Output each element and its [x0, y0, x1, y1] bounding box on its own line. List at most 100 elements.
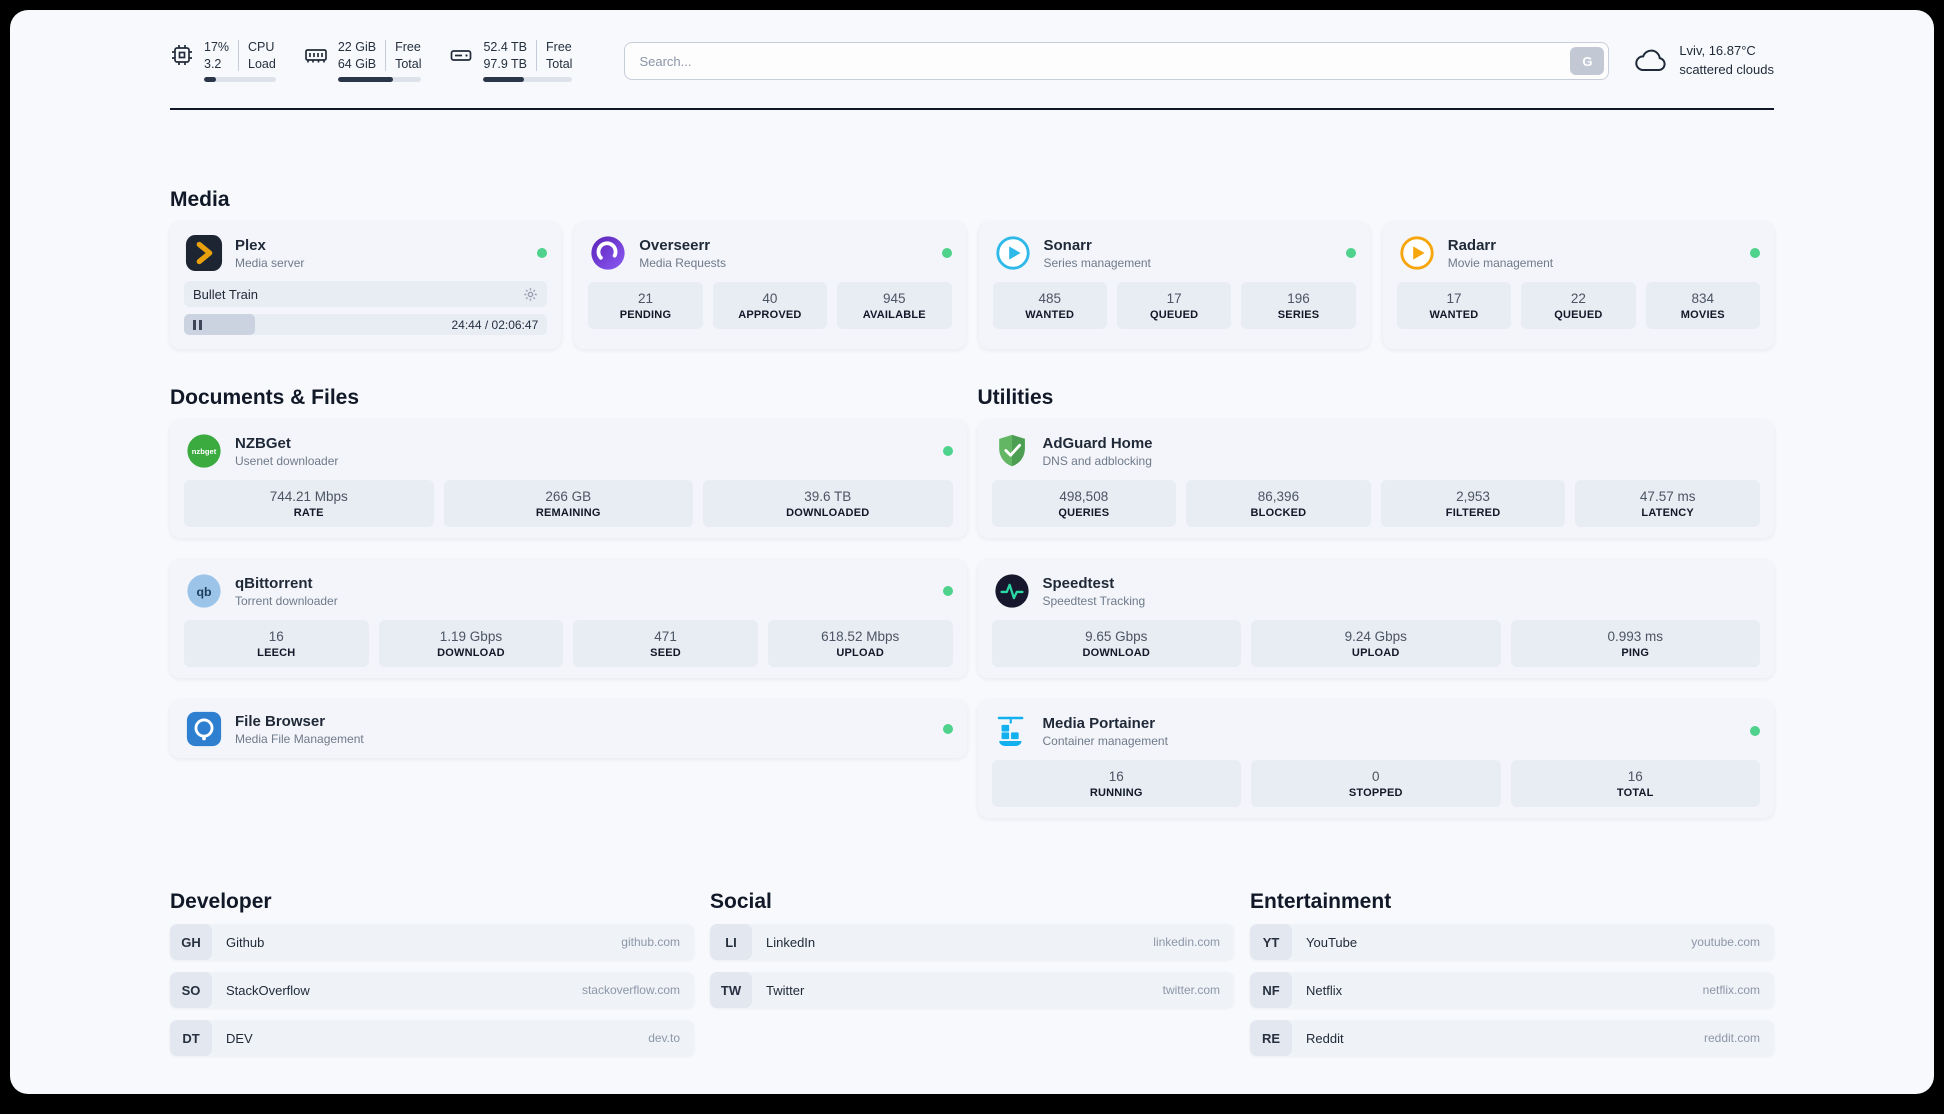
- stat-value: 16: [1108, 768, 1124, 784]
- sonarr-card[interactable]: Sonarr Series management 485 WANTED 17 Q…: [978, 222, 1370, 349]
- stat-value: 471: [654, 628, 677, 644]
- stat-value: 1.19 Gbps: [439, 628, 503, 644]
- stat-label: STOPPED: [1348, 786, 1403, 799]
- stat-tile: 40 APPROVED: [712, 282, 828, 329]
- documents-section: Documents & Files nzbget NZBGet Usenet d: [170, 386, 967, 758]
- bookmark-netflix[interactable]: NF Netflix netflix.com: [1250, 972, 1774, 1008]
- overseerr-card[interactable]: Overseerr Media Requests 21 PENDING 40 A…: [574, 222, 966, 349]
- weather-widget: Lviv, 16.87°C scattered clouds: [1633, 42, 1774, 80]
- app-subtitle: Movie management: [1447, 255, 1554, 270]
- cpu-chip-icon: [170, 43, 194, 67]
- stat-value: 9.24 Gbps: [1344, 628, 1407, 644]
- bookmark-name: StackOverflow: [226, 982, 310, 998]
- bookmark-abbr: RE: [1250, 1020, 1292, 1056]
- speedtest-card[interactable]: Speedtest Speedtest Tracking 9.65 Gbps D…: [977, 560, 1774, 678]
- pause-icon[interactable]: [193, 319, 202, 330]
- nzbget-card[interactable]: nzbget NZBGet Usenet downloader 744.21 M…: [170, 420, 967, 538]
- now-playing-row: Bullet Train: [184, 281, 548, 307]
- stat-label: LATENCY: [1641, 506, 1694, 519]
- bookmark-url: dev.to: [648, 1031, 680, 1045]
- bookmark-name: Reddit: [1306, 1030, 1344, 1046]
- bookmark-name: Twitter: [766, 982, 805, 998]
- developer-section-title: Developer: [170, 890, 272, 913]
- entertainment-section-title: Entertainment: [1250, 890, 1392, 913]
- bookmark-abbr: SO: [170, 972, 212, 1008]
- filebrowser-icon: [184, 709, 224, 749]
- bookmark-name: DEV: [226, 1030, 253, 1046]
- speedtest-icon: [992, 571, 1032, 611]
- cpu-load-value: 3.2: [204, 57, 222, 71]
- social-section-title: Social: [710, 890, 772, 913]
- bookmark-name: Github: [226, 934, 265, 950]
- search-engine-button[interactable]: G: [1570, 47, 1605, 75]
- stat-label: UPLOAD: [1351, 646, 1400, 659]
- weather-location: Lviv, 16.87°C: [1679, 43, 1756, 59]
- topbar-divider: [170, 108, 1774, 110]
- ram-free-label: Free: [395, 40, 421, 54]
- search-input[interactable]: [624, 42, 1610, 80]
- stat-tile: 39.6 TB DOWNLOADED: [703, 480, 953, 527]
- adguard-card[interactable]: AdGuard Home DNS and adblocking 498,508 …: [977, 420, 1774, 538]
- stat-tile: 47.57 ms LATENCY: [1575, 480, 1760, 527]
- status-dot: [942, 724, 953, 734]
- app-subtitle: Series management: [1043, 255, 1151, 270]
- stat-tile: 945 AVAILABLE: [837, 282, 952, 329]
- ram-usage-bar-fill: [337, 77, 394, 82]
- app-subtitle: Media File Management: [235, 731, 364, 746]
- bookmark-abbr: TW: [710, 972, 752, 1008]
- disk-free-value: 52.4 TB: [483, 40, 528, 54]
- gear-icon[interactable]: [523, 287, 538, 302]
- stat-value: 40: [762, 290, 778, 306]
- stat-tile: 744.21 Mbps RATE: [184, 480, 434, 527]
- bookmark-dev[interactable]: DT DEV dev.to: [170, 1020, 694, 1056]
- stat-tile: 0.993 ms PING: [1510, 620, 1760, 667]
- stat-label: SERIES: [1277, 308, 1320, 321]
- stat-label: WANTED: [1025, 308, 1075, 321]
- stat-value: 498,508: [1059, 488, 1109, 504]
- bookmark-youtube[interactable]: YT YouTube youtube.com: [1250, 924, 1774, 960]
- bookmark-abbr: LI: [710, 924, 752, 960]
- app-name: Overseerr: [639, 236, 711, 254]
- stat-value: 0.993 ms: [1607, 628, 1664, 644]
- disk-total-value: 97.9 TB: [483, 57, 528, 71]
- bookmark-name: LinkedIn: [766, 934, 816, 950]
- bookmark-github[interactable]: GH Github github.com: [170, 924, 694, 960]
- bookmark-stackoverflow[interactable]: SO StackOverflow stackoverflow.com: [170, 972, 694, 1008]
- stat-value: 17: [1166, 290, 1182, 306]
- stat-label: DOWNLOADED: [786, 506, 870, 519]
- stat-label: DOWNLOAD: [1082, 646, 1151, 659]
- stat-label: TOTAL: [1616, 786, 1654, 799]
- bookmark-name: Netflix: [1306, 982, 1343, 998]
- cpu-load-label: Load: [248, 57, 276, 71]
- now-playing-title: Bullet Train: [193, 286, 259, 302]
- bookmark-reddit[interactable]: RE Reddit reddit.com: [1250, 1020, 1774, 1056]
- portainer-card[interactable]: Media Portainer Container management 16 …: [977, 700, 1774, 818]
- filebrowser-card[interactable]: File Browser Media File Management: [170, 700, 967, 758]
- app-subtitle: Usenet downloader: [235, 453, 339, 468]
- status-dot: [1750, 726, 1760, 736]
- stat-label: QUEUED: [1554, 308, 1603, 321]
- radarr-card[interactable]: Radarr Movie management 17 WANTED 22 QUE…: [1382, 222, 1774, 349]
- stat-value: 266 GB: [545, 488, 592, 504]
- plex-card[interactable]: Plex Media server Bullet Train: [170, 222, 562, 349]
- app-subtitle: DNS and adblocking: [1042, 453, 1152, 468]
- bookmark-twitter[interactable]: TW Twitter twitter.com: [710, 972, 1234, 1008]
- playback-progress-fill: [184, 314, 256, 335]
- bookmark-url: stackoverflow.com: [581, 983, 680, 997]
- stat-value: 47.57 ms: [1639, 488, 1696, 504]
- bookmark-linkedin[interactable]: LI LinkedIn linkedin.com: [710, 924, 1234, 960]
- stat-tile: 834 MOVIES: [1645, 282, 1761, 329]
- adguard-icon: [992, 431, 1032, 471]
- developer-section: Developer GH Github github.com SO StackO…: [170, 890, 694, 1056]
- nzbget-icon-label: nzbget: [192, 447, 217, 456]
- status-dot: [537, 248, 548, 258]
- stat-tile: 196 SERIES: [1241, 282, 1356, 329]
- app-name: Sonarr: [1043, 236, 1092, 254]
- playback-time: 24:44 / 02:06:47: [451, 317, 539, 332]
- stat-tile: 16 LEECH: [184, 620, 369, 667]
- qbittorrent-card[interactable]: qb qBittorrent Torrent downloader 16 LEE…: [170, 560, 967, 678]
- stat-tile: 9.65 Gbps DOWNLOAD: [991, 620, 1241, 667]
- app-subtitle: Torrent downloader: [235, 593, 338, 608]
- playback-progress-bar[interactable]: 24:44 / 02:06:47: [184, 314, 548, 335]
- disk-usage-bar-fill: [483, 77, 525, 82]
